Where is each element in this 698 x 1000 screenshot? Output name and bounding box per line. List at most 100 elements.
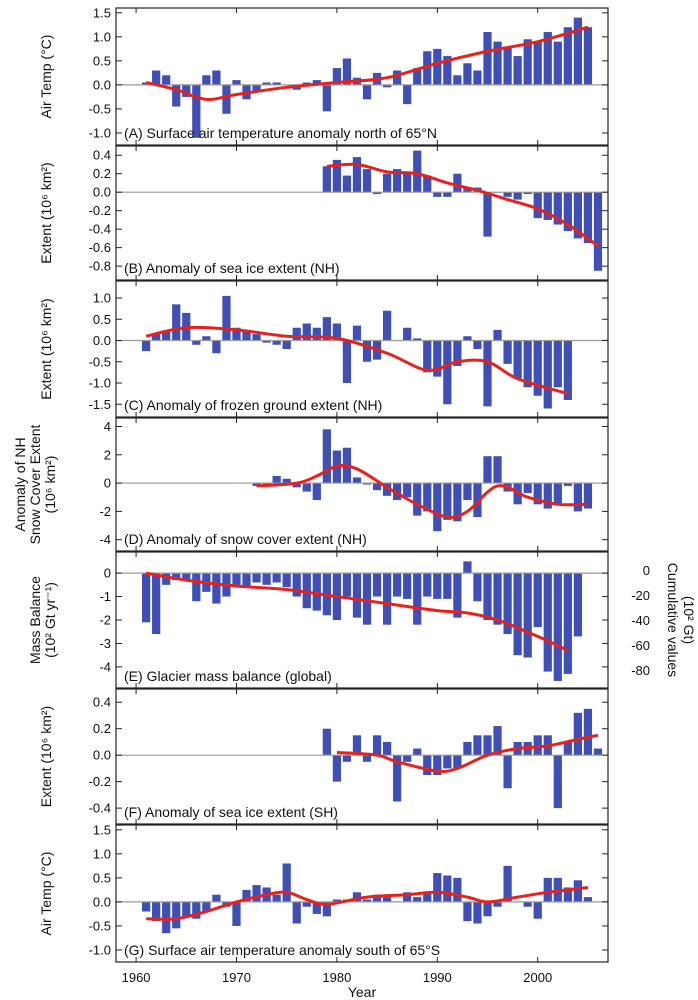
bar-A-2001 bbox=[543, 32, 552, 85]
bar-B-2004 bbox=[573, 192, 582, 239]
bar-E-1964 bbox=[172, 573, 181, 581]
bar-A-1978 bbox=[312, 80, 321, 85]
bar-B-1985 bbox=[382, 173, 392, 193]
bar-F-1987 bbox=[403, 755, 412, 762]
bar-G-1963 bbox=[162, 901, 171, 934]
panel-label-D: (D) Anomaly of snow cover extent (NH) bbox=[124, 531, 367, 547]
bar-C-1962 bbox=[152, 334, 161, 341]
bar-A-1966 bbox=[192, 84, 201, 138]
bar-A-1968 bbox=[212, 70, 221, 85]
bar-C-1985 bbox=[382, 310, 392, 341]
bar-G-1982 bbox=[352, 892, 362, 902]
x-axis-label: Year bbox=[348, 984, 377, 1000]
bar-B-1989 bbox=[423, 175, 432, 193]
bar-E-1995 bbox=[483, 573, 492, 620]
ytick-label-G-1: -0.5 bbox=[89, 918, 111, 933]
ytick-label-B-3: -0.2 bbox=[89, 203, 111, 218]
xtick-label-4: 2000 bbox=[523, 970, 552, 985]
bar-G-1977 bbox=[302, 901, 311, 907]
bar-E-1975 bbox=[282, 573, 291, 588]
bar-F-2006 bbox=[593, 748, 603, 756]
bar-B-2003 bbox=[563, 192, 572, 232]
panel-label-A: (A) Surface air temperature anomaly nort… bbox=[124, 125, 437, 141]
bar-A-1983 bbox=[362, 84, 372, 100]
ytick-label-C-2: -0.5 bbox=[89, 354, 111, 369]
bar-D-2002 bbox=[553, 483, 562, 505]
bar-F-1986 bbox=[393, 755, 402, 802]
ytick-label-C-5: 1.0 bbox=[93, 291, 111, 306]
bar-G-1984 bbox=[372, 894, 382, 902]
bar-A-1977 bbox=[302, 82, 311, 85]
ytick-label-D-1: -2 bbox=[99, 504, 111, 519]
bar-E-1990 bbox=[433, 573, 442, 599]
bar-D-1992 bbox=[453, 483, 462, 522]
bar-A-1981 bbox=[342, 58, 352, 85]
bar-A-1993 bbox=[463, 63, 472, 85]
bar-A-1996 bbox=[493, 41, 502, 85]
ytick-label-A-0: -1.0 bbox=[89, 125, 111, 140]
bar-B-1999 bbox=[523, 192, 532, 195]
panel-label-E: (E) Glacier mass balance (global) bbox=[124, 668, 332, 684]
bar-C-1991 bbox=[443, 340, 452, 405]
bar-B-1980 bbox=[332, 159, 342, 193]
bar-E-1981 bbox=[342, 573, 352, 597]
bar-C-1980 bbox=[332, 323, 342, 341]
bar-A-1999 bbox=[523, 39, 532, 85]
bar-B-1987 bbox=[403, 173, 412, 193]
bar-E-1996 bbox=[493, 573, 502, 625]
bar-C-2002 bbox=[553, 340, 562, 388]
panel-B: -0.8 -0.6 -0.4 -0.2 0.0 0.2 0.4 (B) Anomaly of … bbox=[38, 145, 609, 281]
ylabel-C-0: Extent (10⁶ km²) bbox=[38, 298, 54, 399]
bar-F-1990 bbox=[433, 755, 442, 776]
bar-C-1994 bbox=[473, 340, 482, 349]
panel-A: -1.0 -0.5 0.0 0.5 1.0 1.5 (A) Surface air temp… bbox=[38, 5, 609, 146]
trend-line-B bbox=[326, 162, 599, 248]
trend-line-E bbox=[145, 571, 569, 652]
bar-A-1973 bbox=[262, 82, 271, 85]
bar-A-2005 bbox=[583, 27, 593, 85]
bar-D-1993 bbox=[463, 483, 472, 501]
bar-E-1992 bbox=[453, 573, 462, 618]
bar-G-1985 bbox=[382, 897, 392, 902]
xtick-label-0: 1960 bbox=[122, 970, 151, 985]
bar-G-1990 bbox=[433, 873, 442, 902]
bar-B-1986 bbox=[393, 169, 402, 193]
bar-F-2004 bbox=[573, 712, 582, 756]
bar-E-1972 bbox=[252, 573, 261, 583]
ytick-label-E-1: -3 bbox=[99, 636, 111, 651]
bar-B-1988 bbox=[413, 150, 422, 193]
bar-D-1995 bbox=[483, 456, 492, 484]
ytick-label-E-3: -1 bbox=[99, 589, 111, 604]
ytick-label-C-4: 0.5 bbox=[93, 312, 111, 327]
xtick-label-1: 1970 bbox=[222, 970, 251, 985]
bar-D-1985 bbox=[382, 483, 392, 496]
bar-G-2005 bbox=[583, 897, 593, 902]
bar-F-2002 bbox=[553, 755, 562, 809]
bar-C-1970 bbox=[232, 327, 241, 341]
bar-F-2000 bbox=[533, 735, 542, 756]
bar-B-1993 bbox=[463, 187, 472, 193]
bar-E-1986 bbox=[393, 573, 402, 597]
bar-D-1989 bbox=[423, 483, 432, 512]
bar-G-1995 bbox=[483, 901, 492, 917]
bar-G-1975 bbox=[282, 863, 291, 902]
bar-A-1998 bbox=[513, 56, 522, 85]
bar-E-1991 bbox=[443, 573, 452, 599]
bar-A-1979 bbox=[322, 84, 331, 112]
ytick-label-G-4: 1.0 bbox=[93, 846, 111, 861]
bar-C-1976 bbox=[292, 327, 301, 341]
bar-A-1994 bbox=[473, 70, 482, 85]
ytick-label-F-3: 0.2 bbox=[93, 721, 111, 736]
bar-A-2000 bbox=[533, 41, 542, 85]
panel-label-G: (G) Surface air temperature anomaly sout… bbox=[124, 942, 440, 958]
bar-B-1997 bbox=[503, 192, 512, 197]
bar-E-1968 bbox=[212, 573, 221, 604]
ylabel-E-0: Mass Balance bbox=[27, 576, 43, 664]
bar-E-1983 bbox=[362, 573, 372, 625]
ylabel-G-0: Air Temp (°C) bbox=[38, 852, 54, 936]
bar-E-1987 bbox=[403, 573, 412, 599]
panel-label-B: (B) Anomaly of sea ice extent (NH) bbox=[124, 260, 340, 276]
bar-G-1999 bbox=[523, 901, 532, 907]
right-tick-label-E-3: -60 bbox=[631, 638, 650, 653]
bar-C-1992 bbox=[453, 340, 462, 366]
